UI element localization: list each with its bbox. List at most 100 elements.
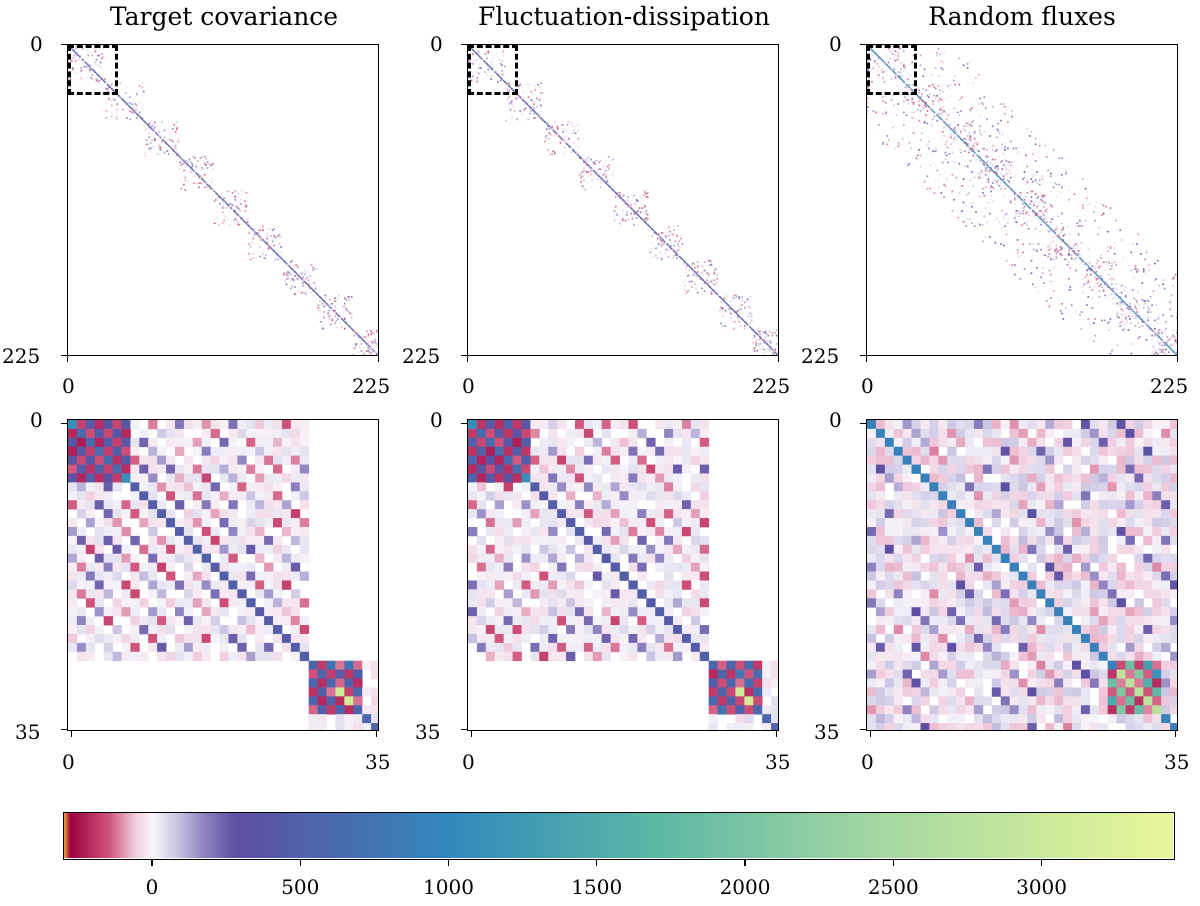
heatmap-cell (521, 455, 531, 465)
heatmap-cell (1061, 241, 1063, 244)
heatmap-cell (246, 482, 256, 492)
heatmap-cell (696, 261, 699, 263)
heatmap-cell (664, 580, 674, 590)
heatmap-cell (273, 616, 283, 626)
heatmap-cell (1023, 222, 1026, 225)
heatmap-cell (764, 341, 767, 344)
heatmap-cell (1120, 284, 1123, 287)
heatmap-cell (707, 284, 710, 287)
heatmap-cell (742, 319, 745, 322)
heatmap-cell (925, 179, 927, 182)
heatmap-cell (267, 241, 270, 244)
heatmap-cell (494, 420, 505, 430)
heatmap-cell (574, 607, 585, 617)
heatmap-cell (1075, 257, 1077, 259)
heatmap-cell (1108, 329, 1110, 331)
heatmap-cell (68, 535, 78, 546)
heatmap-cell (926, 94, 929, 97)
heatmap-cell (562, 128, 564, 130)
heatmap-cell (608, 185, 610, 187)
heatmap-cell (548, 473, 558, 483)
heatmap-cell (325, 302, 328, 305)
heatmap-cell (875, 63, 877, 65)
heatmap-cell (1022, 178, 1024, 180)
heatmap-cell (908, 142, 911, 144)
heatmap-cell (687, 280, 689, 283)
heatmap-cell (501, 78, 503, 80)
heatmap-cell (939, 92, 941, 94)
heatmap-cell (898, 47, 901, 50)
heatmap-cell (904, 82, 907, 85)
heatmap-cell (1009, 172, 1012, 175)
heatmap-cell (134, 110, 137, 112)
heatmap-cell (353, 687, 363, 697)
heatmap-cell (158, 143, 160, 146)
heatmap-cell (645, 216, 648, 219)
heatmap-cell (468, 473, 478, 483)
heatmap-cell (1083, 261, 1085, 263)
heatmap-cell (891, 69, 894, 72)
heatmap-cell (566, 143, 569, 146)
heatmap-cell (1040, 276, 1042, 279)
heatmap-cell (1123, 327, 1126, 330)
heatmap-cell (246, 223, 249, 226)
heatmap-cell (480, 57, 483, 60)
heatmap-cell (1086, 269, 1088, 272)
heatmap-cell (1093, 271, 1095, 273)
heatmap-cell (635, 198, 638, 201)
heatmap-cell (157, 607, 167, 617)
heatmap-cell (932, 118, 934, 121)
heatmap-cell (1094, 318, 1097, 320)
heatmap-cell (84, 65, 87, 68)
heatmap-cell (209, 164, 212, 166)
heatmap-cell (115, 117, 117, 119)
heatmap-cell (1068, 250, 1070, 252)
heatmap-cell (965, 143, 968, 146)
heatmap-cell (255, 464, 265, 474)
heatmap-cell (689, 280, 692, 283)
heatmap-cell (494, 553, 505, 564)
heatmap-cell (873, 60, 876, 62)
heatmap-cell (228, 473, 238, 483)
heatmap-cell (195, 165, 198, 168)
heatmap-cell (720, 305, 723, 308)
heatmap-cell (520, 97, 523, 100)
heatmap-cell (1101, 277, 1104, 280)
heatmap-cell (210, 616, 220, 626)
heatmap-cell (905, 150, 908, 153)
heatmap-cell (1104, 268, 1106, 270)
heatmap-cell (1050, 190, 1052, 193)
heatmap-cell (485, 544, 496, 555)
heatmap-cell (1001, 179, 1004, 182)
heatmap-cell (699, 276, 702, 279)
heatmap-cell (271, 248, 274, 251)
heatmap-cell (1174, 340, 1177, 343)
heatmap-cell (1005, 160, 1008, 162)
heatmap-cell (891, 94, 894, 97)
heatmap-cell (676, 253, 678, 255)
heatmap-cell (130, 580, 140, 590)
heatmap-cell (670, 233, 673, 236)
heatmap-cell (313, 268, 316, 270)
heatmap-cell (1084, 262, 1087, 265)
heatmap-cell (548, 420, 558, 430)
heatmap-cell (1007, 222, 1009, 225)
heatmap-cell (149, 147, 152, 150)
heatmap-cell (574, 616, 585, 626)
heatmap-cell (530, 526, 540, 537)
heatmap-cell (585, 171, 588, 173)
heatmap-cell (1059, 237, 1062, 240)
heatmap-cell (619, 633, 629, 644)
heatmap-cell (1133, 326, 1135, 329)
heatmap-cell (657, 233, 660, 236)
heatmap-cell (1068, 277, 1070, 280)
heatmap-cell (897, 75, 900, 78)
heatmap-cell (1142, 269, 1145, 272)
heatmap-cell (628, 509, 638, 519)
heatmap-cell (139, 616, 149, 626)
heatmap-cell (875, 111, 877, 114)
heatmap-cell (1004, 146, 1006, 148)
heatmap-cell (516, 97, 519, 100)
heatmap-cell (764, 332, 767, 334)
heatmap-cell (85, 562, 96, 572)
